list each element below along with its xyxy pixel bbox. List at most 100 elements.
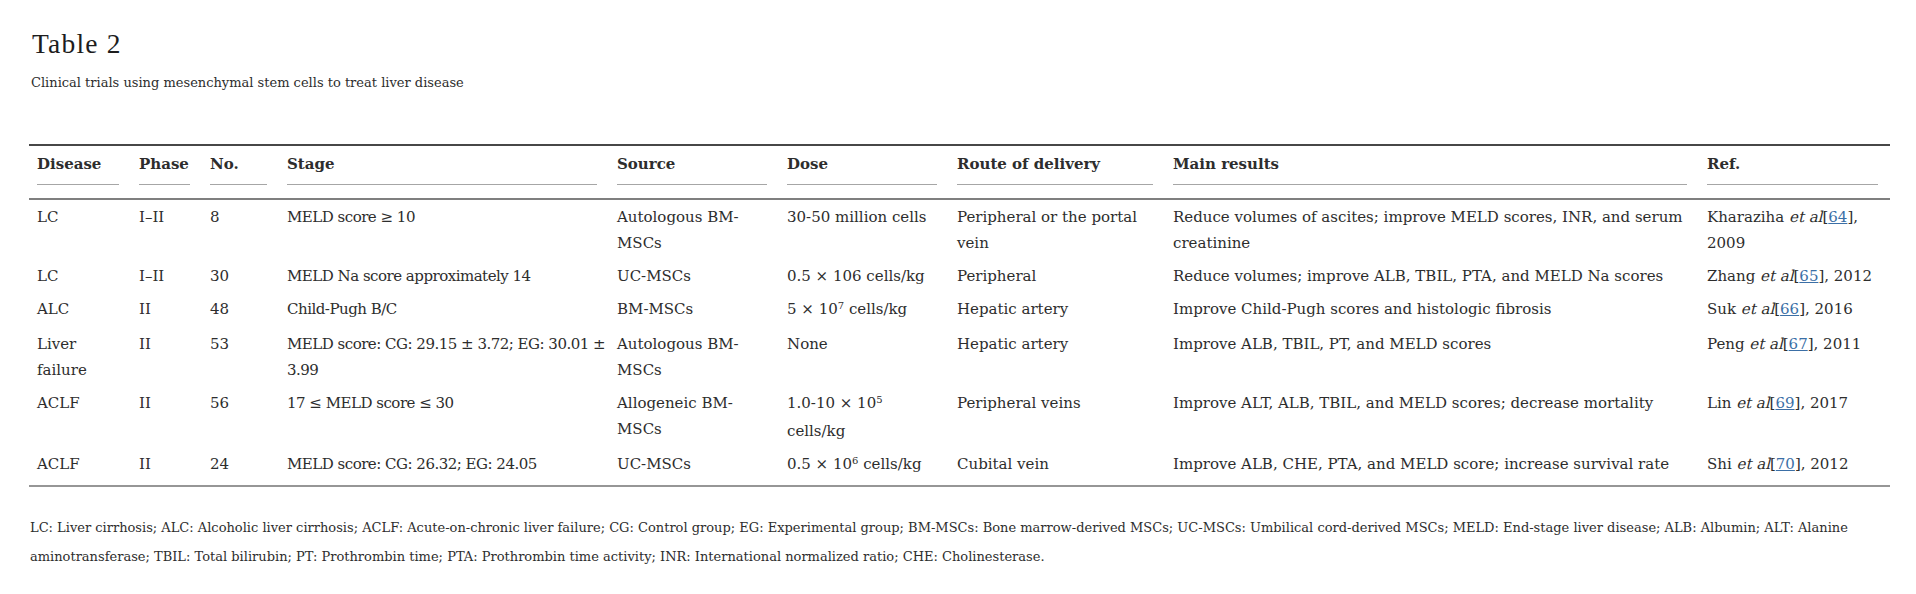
column-header-label: Dose bbox=[787, 152, 937, 177]
reference-link[interactable]: 70 bbox=[1776, 455, 1795, 473]
cell-results: Improve ALT, ALB, TBIL, and MELD scores;… bbox=[1165, 386, 1699, 447]
reference-link[interactable]: 66 bbox=[1780, 300, 1799, 318]
table-header: Disease Phase No. Stage Source Dose Route of d… bbox=[29, 145, 1890, 199]
cell-source: UC-MSCs bbox=[609, 259, 779, 292]
cell-no: 56 bbox=[202, 386, 279, 447]
column-header-label: No. bbox=[210, 152, 267, 177]
table-caption: Clinical trials using mesenchymal stem c… bbox=[31, 74, 1916, 92]
cell-ref: Shi et al[70], 2012 bbox=[1699, 447, 1890, 486]
cell-ref: Kharaziha et al[64], 2009 bbox=[1699, 199, 1890, 259]
cell-no: 24 bbox=[202, 447, 279, 486]
cell-dose: 5 × 107 cells/kg bbox=[779, 292, 949, 327]
cell-ref: Suk et al[66], 2016 bbox=[1699, 292, 1890, 327]
column-header-results: Main results bbox=[1165, 145, 1699, 199]
reference-link[interactable]: 65 bbox=[1799, 267, 1818, 285]
reference-link[interactable]: 64 bbox=[1828, 208, 1847, 226]
cell-dose: 0.5 × 106 cells/kg bbox=[779, 259, 949, 292]
clinical-trials-table: Disease Phase No. Stage Source Dose Route of d… bbox=[29, 144, 1890, 487]
column-header-stage: Stage bbox=[279, 145, 609, 199]
column-header-dose: Dose bbox=[779, 145, 949, 199]
cell-ref: Zhang et al[65], 2012 bbox=[1699, 259, 1890, 292]
column-header-label: Phase bbox=[139, 152, 190, 177]
column-header-underline bbox=[1707, 184, 1878, 185]
column-header-label: Main results bbox=[1173, 152, 1687, 177]
cell-source: Autologous BM-MSCs bbox=[609, 199, 779, 259]
cell-no: 8 bbox=[202, 199, 279, 259]
table-footnote: LC: Liver cirrhosis; ALC: Alcoholic live… bbox=[30, 513, 1892, 571]
column-header-underline bbox=[37, 184, 119, 185]
column-header-ref: Ref. bbox=[1699, 145, 1890, 199]
column-header-underline bbox=[617, 184, 767, 185]
cell-dose: 1.0-10 × 105 cells/kg bbox=[779, 386, 949, 447]
cell-disease: ALC bbox=[29, 292, 131, 327]
cell-no: 48 bbox=[202, 292, 279, 327]
column-header-label: Disease bbox=[37, 152, 119, 177]
cell-results: Reduce volumes of ascites; improve MELD … bbox=[1165, 199, 1699, 259]
column-header-underline bbox=[210, 184, 267, 185]
reference-link[interactable]: 67 bbox=[1789, 335, 1808, 353]
cell-source: BM-MSCs bbox=[609, 292, 779, 327]
cell-stage: MELD score: CG: 26.32; EG: 24.05 bbox=[279, 447, 609, 486]
table-body: LCI–II8MELD score ≥ 10Autologous BM-MSCs… bbox=[29, 199, 1890, 486]
cell-route: Hepatic artery bbox=[949, 327, 1165, 386]
table-row: ACLFII5617 ≤ MELD score ≤ 30Allogeneic B… bbox=[29, 386, 1890, 447]
cell-disease: ACLF bbox=[29, 447, 131, 486]
cell-disease: ACLF bbox=[29, 386, 131, 447]
cell-phase: II bbox=[131, 292, 202, 327]
cell-results: Improve ALB, CHE, PTA, and MELD score; i… bbox=[1165, 447, 1699, 486]
cell-ref: Peng et al[67], 2011 bbox=[1699, 327, 1890, 386]
cell-route: Cubital vein bbox=[949, 447, 1165, 486]
reference-link[interactable]: 69 bbox=[1775, 394, 1794, 412]
column-header-underline bbox=[139, 184, 190, 185]
column-header-disease: Disease bbox=[29, 145, 131, 199]
superscript: 5 bbox=[876, 394, 882, 405]
cell-results: Improve Child-Pugh scores and histologic… bbox=[1165, 292, 1699, 327]
et-al-italic: et al bbox=[1737, 455, 1770, 473]
table-figure: Table 2 Clinical trials using mesenchyma… bbox=[0, 0, 1916, 571]
cell-results: Reduce volumes; improve ALB, TBIL, PTA, … bbox=[1165, 259, 1699, 292]
column-header-label: Stage bbox=[287, 152, 597, 177]
et-al-italic: et al bbox=[1741, 300, 1774, 318]
et-al-italic: et al bbox=[1749, 335, 1782, 353]
cell-dose: 0.5 × 106 cells/kg bbox=[779, 447, 949, 486]
cell-stage: 17 ≤ MELD score ≤ 30 bbox=[279, 386, 609, 447]
cell-no: 53 bbox=[202, 327, 279, 386]
table-row: ALCII48Child-Pugh B/CBM-MSCs5 × 107 cell… bbox=[29, 292, 1890, 327]
column-header-label: Ref. bbox=[1707, 152, 1878, 177]
cell-stage: MELD score ≥ 10 bbox=[279, 199, 609, 259]
cell-disease: LC bbox=[29, 259, 131, 292]
cell-phase: II bbox=[131, 447, 202, 486]
table-header-row: Disease Phase No. Stage Source Dose Route of d… bbox=[29, 145, 1890, 199]
cell-source: UC-MSCs bbox=[609, 447, 779, 486]
table-row: ACLFII24MELD score: CG: 26.32; EG: 24.05… bbox=[29, 447, 1890, 486]
cell-no: 30 bbox=[202, 259, 279, 292]
cell-phase: II bbox=[131, 327, 202, 386]
cell-phase: II bbox=[131, 386, 202, 447]
column-header-underline bbox=[287, 184, 597, 185]
et-al-italic: et al bbox=[1789, 208, 1822, 226]
superscript: 6 bbox=[852, 455, 858, 466]
cell-disease: Liver failure bbox=[29, 327, 131, 386]
column-header-source: Source bbox=[609, 145, 779, 199]
cell-stage: Child-Pugh B/C bbox=[279, 292, 609, 327]
cell-disease: LC bbox=[29, 199, 131, 259]
cell-stage: MELD score: CG: 29.15 ± 3.72; EG: 30.01 … bbox=[279, 327, 609, 386]
table-row: LCI–II8MELD score ≥ 10Autologous BM-MSCs… bbox=[29, 199, 1890, 259]
column-header-label: Source bbox=[617, 152, 767, 177]
footnote-line: LC: Liver cirrhosis; ALC: Alcoholic live… bbox=[30, 513, 1892, 542]
column-header-no: No. bbox=[202, 145, 279, 199]
footnote-line: aminotransferase; TBIL: Total bilirubin;… bbox=[30, 542, 1892, 571]
column-header-route: Route of delivery bbox=[949, 145, 1165, 199]
cell-ref: Lin et al[69], 2017 bbox=[1699, 386, 1890, 447]
et-al-italic: et al bbox=[1760, 267, 1793, 285]
cell-route: Peripheral veins bbox=[949, 386, 1165, 447]
et-al-italic: et al bbox=[1736, 394, 1769, 412]
cell-route: Peripheral or the portal vein bbox=[949, 199, 1165, 259]
column-header-underline bbox=[787, 184, 937, 185]
table-row: Liver failureII53MELD score: CG: 29.15 ±… bbox=[29, 327, 1890, 386]
cell-phase: I–II bbox=[131, 259, 202, 292]
cell-stage: MELD Na score approximately 14 bbox=[279, 259, 609, 292]
cell-dose: None bbox=[779, 327, 949, 386]
cell-source: Allogeneic BM-MSCs bbox=[609, 386, 779, 447]
column-header-underline bbox=[1173, 184, 1687, 185]
